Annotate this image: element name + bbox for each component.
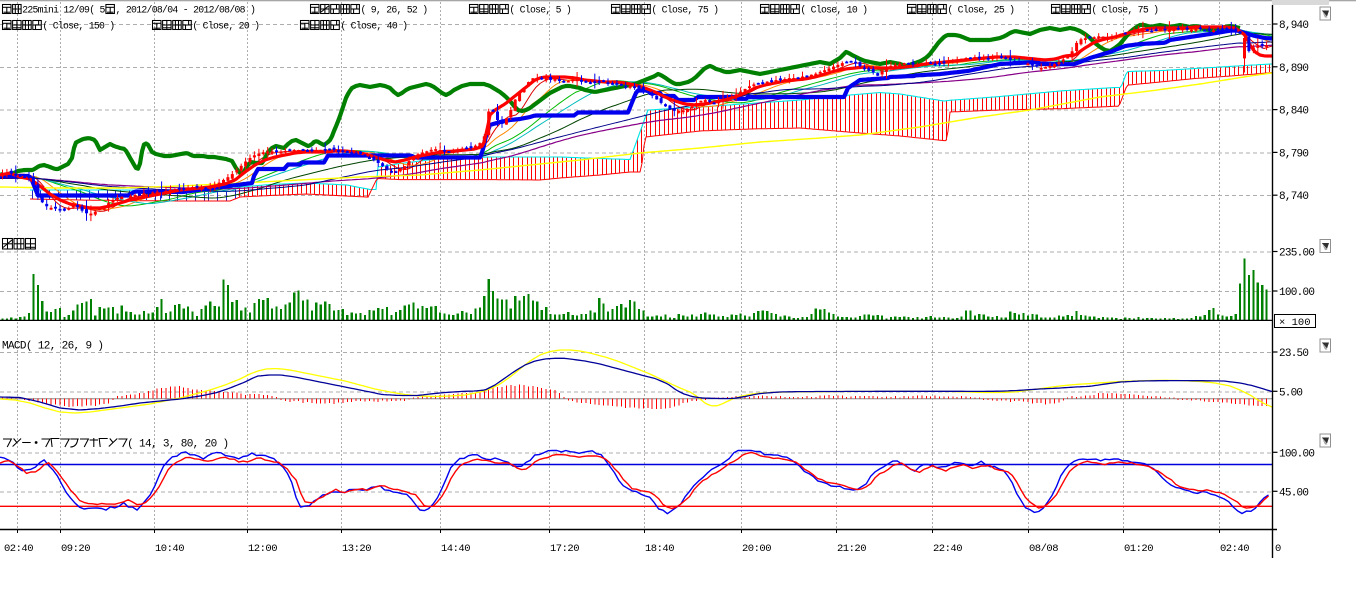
svg-text:8,890: 8,890 xyxy=(1279,63,1309,75)
svg-text:( Close, 5 ): ( Close, 5 ) xyxy=(509,4,571,15)
svg-text:18:40: 18:40 xyxy=(645,543,675,555)
svg-text:8,840: 8,840 xyxy=(1279,106,1309,118)
svg-text:22:40: 22:40 xyxy=(933,543,963,555)
svg-text:( Close, 10 ): ( Close, 10 ) xyxy=(800,4,868,15)
svg-text:( Close, 150 ): ( Close, 150 ) xyxy=(42,20,115,31)
svg-text:02:40: 02:40 xyxy=(4,543,34,555)
svg-text:( Close, 20 ): ( Close, 20 ) xyxy=(192,20,260,31)
svg-text:, 2012/08/04 - 2012/08/08 ): , 2012/08/04 - 2012/08/08 ) xyxy=(116,4,256,15)
svg-text:01:20: 01:20 xyxy=(1124,543,1154,555)
svg-text:12:00: 12:00 xyxy=(248,543,278,555)
svg-text:21:20: 21:20 xyxy=(837,543,867,555)
svg-text:( 9, 26, 52 ): ( 9, 26, 52 ) xyxy=(361,4,429,15)
svg-text:( Close, 75 ): ( Close, 75 ) xyxy=(651,4,719,15)
svg-text:( 14, 3, 80, 20 ): ( 14, 3, 80, 20 ) xyxy=(127,438,229,450)
svg-text:( Close, 40 ): ( Close, 40 ) xyxy=(340,20,408,31)
svg-text:( Close, 25 ): ( Close, 25 ) xyxy=(947,4,1015,15)
svg-text:0: 0 xyxy=(1275,543,1281,555)
svg-text:8,790: 8,790 xyxy=(1279,148,1309,160)
svg-text:08/08: 08/08 xyxy=(1029,543,1059,555)
svg-text:100.00: 100.00 xyxy=(1279,287,1315,299)
svg-text:MACD( 12, 26, 9 ): MACD( 12, 26, 9 ) xyxy=(2,340,104,352)
svg-text:10:40: 10:40 xyxy=(155,543,185,555)
svg-text:8,940: 8,940 xyxy=(1279,20,1309,32)
svg-text:8,740: 8,740 xyxy=(1279,191,1309,203)
svg-text:45.00: 45.00 xyxy=(1279,487,1309,499)
svg-text:100.00: 100.00 xyxy=(1279,448,1315,460)
svg-text:5.00: 5.00 xyxy=(1279,387,1303,399)
svg-text:09:20: 09:20 xyxy=(61,543,91,555)
svg-text:17:20: 17:20 xyxy=(550,543,580,555)
svg-text:225mini 12/09( 5: 225mini 12/09( 5 xyxy=(22,4,105,15)
svg-text:( Close, 75 ): ( Close, 75 ) xyxy=(1091,4,1159,15)
svg-text:23.50: 23.50 xyxy=(1279,348,1309,360)
svg-text:× 100: × 100 xyxy=(1279,317,1311,329)
svg-text:13:20: 13:20 xyxy=(342,543,372,555)
svg-text:14:40: 14:40 xyxy=(441,543,471,555)
svg-text:235.00: 235.00 xyxy=(1279,248,1315,260)
svg-text:02:40: 02:40 xyxy=(1220,543,1250,555)
svg-text:20:00: 20:00 xyxy=(742,543,772,555)
